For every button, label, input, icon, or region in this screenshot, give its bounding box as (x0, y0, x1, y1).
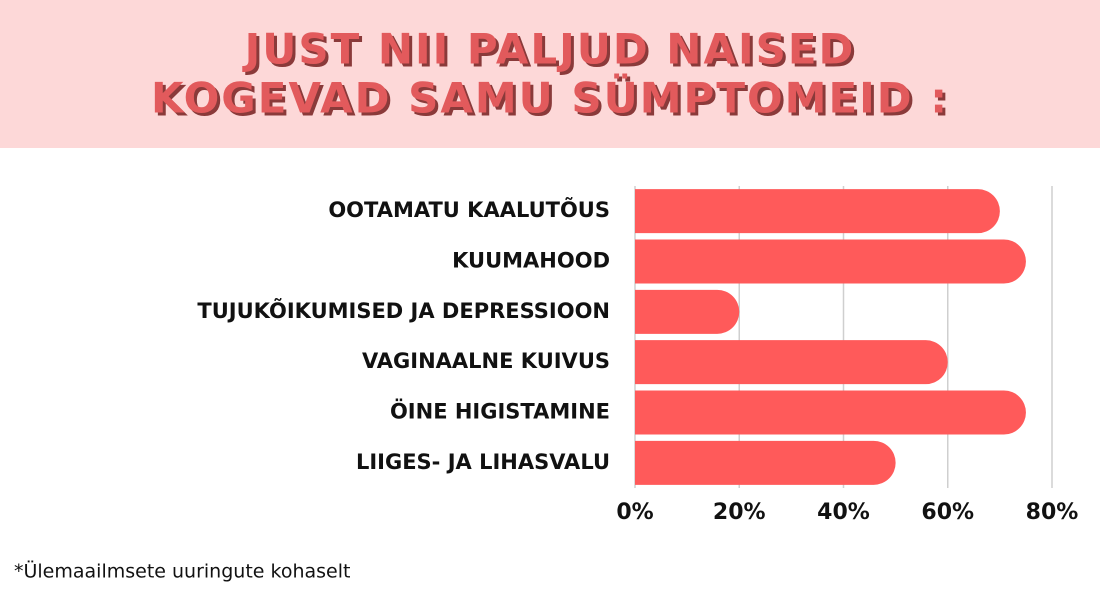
chart-title: KOGEVAD SAMU SÜMPTOMEID : (151, 73, 949, 123)
y-tick-label: TUJUKÕIKUMISED JA DEPRESSIOON (197, 298, 610, 323)
y-tick-label: OOTAMATU KAALUTÕUS (328, 197, 610, 222)
x-tick-label: 40% (817, 500, 870, 525)
y-tick-label: KUUMAHOOD (452, 249, 610, 273)
bar (635, 189, 1000, 234)
footnote: *Ülemaailmsete uuringute kohaselt (14, 560, 350, 583)
header-band (0, 0, 1100, 148)
bar (635, 340, 948, 385)
y-tick-label: VAGINAALNE KUIVUS (362, 349, 610, 373)
bar (635, 239, 1026, 284)
x-tick-label: 80% (1026, 500, 1079, 525)
bar (635, 390, 1026, 435)
bar (635, 289, 740, 334)
chart-title: JUST NII PALJUD NAISED (242, 25, 856, 74)
title-shadow: JUST NII PALJUD NAISED (245, 28, 859, 77)
title-shadow: KOGEVAD SAMU SÜMPTOMEID : (154, 76, 952, 126)
y-tick-label: ÖINE HIGISTAMINE (390, 399, 610, 424)
y-tick-label: LIIGES- JA LIHASVALU (356, 450, 610, 474)
x-tick-label: 0% (616, 500, 653, 525)
x-tick-label: 60% (921, 500, 974, 525)
x-tick-label: 20% (713, 500, 766, 525)
bar (635, 440, 896, 485)
